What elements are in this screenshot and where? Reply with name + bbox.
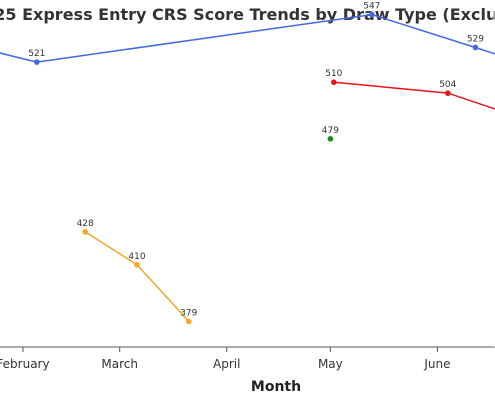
data-label: 410 [128, 252, 145, 262]
series-line [333, 81, 495, 110]
data-point [444, 90, 451, 96]
data-label: 479 [322, 126, 339, 136]
data-label: 428 [77, 219, 94, 229]
data-point [472, 44, 479, 51]
data-point [34, 59, 40, 65]
x-tick-label: June [423, 357, 450, 371]
data-label: 504 [439, 80, 456, 90]
data-label: 547 [363, 2, 380, 12]
series-3: 428 410 379 [77, 219, 198, 325]
x-tick-label: April [213, 357, 240, 371]
x-tick-label: February [0, 357, 50, 371]
data-label: 510 [325, 69, 342, 79]
series-1: 510 504 [325, 69, 495, 110]
chart-title: 2025 Express Entry CRS Score Trends by D… [0, 5, 495, 24]
series-line [84, 231, 190, 322]
data-point [134, 262, 140, 268]
series-2: 479 [322, 126, 339, 142]
series-0: 521 547 529 [0, 2, 495, 65]
data-label: 521 [28, 49, 45, 59]
data-point [185, 318, 192, 325]
data-label: 379 [180, 308, 197, 318]
data-label: 529 [467, 34, 484, 44]
series-layer: 521 547 529 510 504 479 428 410 379 [0, 2, 495, 325]
x-axis-label: Month [251, 379, 301, 395]
data-point [369, 11, 375, 18]
data-point [327, 136, 334, 142]
data-point [331, 79, 337, 85]
data-point [82, 229, 88, 235]
x-tick-label: March [101, 357, 138, 371]
x-tick-label: May [318, 357, 343, 371]
x-ticks: February March April May June [0, 347, 451, 371]
